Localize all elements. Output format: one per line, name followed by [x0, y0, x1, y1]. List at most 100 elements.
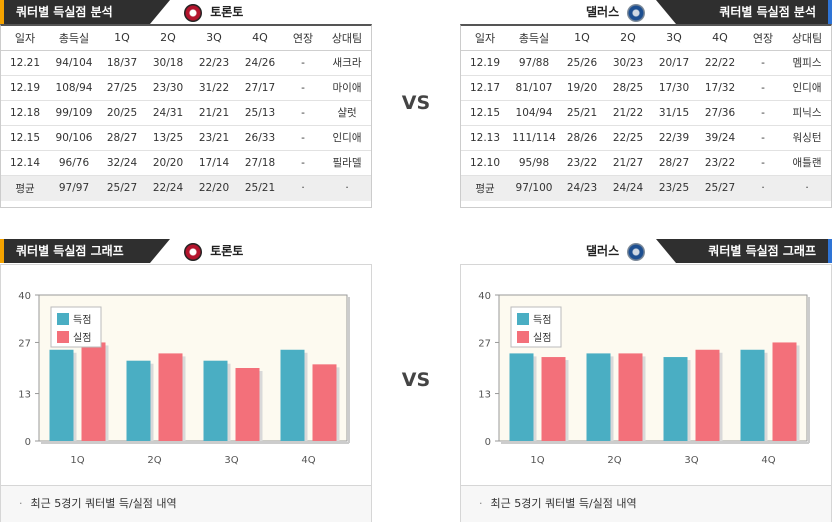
- right-quarter-table: 일자 총득실 1Q 2Q 3Q 4Q 연장 상대팀 12.19 97/88 25/26 30/23 2…: [460, 24, 832, 208]
- x-tick-label: 4Q: [301, 455, 315, 466]
- x-tick-label: 2Q: [147, 455, 161, 466]
- table-cell: 22/22: [697, 50, 743, 76]
- table-cell: 95/98: [509, 150, 559, 176]
- header-divider: [656, 239, 676, 263]
- bar-실점: [618, 353, 643, 441]
- table-cell: 81/107: [509, 75, 559, 101]
- table-row: 12.10 95/98 23/22 21/27 28/27 23/22- 애틀랜: [461, 150, 831, 176]
- table-cell: 12.14: [1, 150, 49, 176]
- column-header: 4Q: [237, 26, 283, 51]
- left-graph-team-name: 토론토: [210, 244, 244, 258]
- left-team-name: 토론토: [210, 5, 244, 19]
- average-row: 평균 97/97 25/27 22/24 22/20 25/21 · ·: [1, 175, 371, 201]
- table-cell: 22/23: [191, 50, 237, 76]
- table-cell: 25/21: [559, 100, 605, 126]
- right-graph-team-name: 댈러스: [586, 244, 620, 258]
- table-cell: 18/37: [99, 50, 145, 76]
- table-cell: 12.15: [461, 100, 509, 126]
- right-analysis-title: 쿼터별 득실점 분석: [676, 0, 832, 24]
- column-header: 총득실: [509, 26, 559, 51]
- average-cell: 97/97: [49, 175, 99, 201]
- table-row: 12.17 81/107 19/20 28/25 17/30 17/32- 인디애: [461, 75, 831, 101]
- table-cell: -: [743, 75, 783, 101]
- table-cell: 32/24: [99, 150, 145, 176]
- table-cell: 23/22: [697, 150, 743, 176]
- left-graph-team-label: 토론토: [184, 239, 243, 263]
- bar-득점: [740, 349, 765, 441]
- raptors-logo-icon: [184, 3, 202, 22]
- table-header-row: 일자 총득실 1Q 2Q 3Q 4Q 연장 상대팀: [1, 26, 371, 51]
- y-tick-label: 13: [478, 390, 491, 401]
- bar-득점: [280, 349, 305, 441]
- table-cell: 12.21: [1, 50, 49, 76]
- table-cell: -: [283, 50, 323, 76]
- column-header: 3Q: [651, 26, 697, 51]
- average-row: 평균 97/100 24/23 24/24 23/25 25/27 · ·: [461, 175, 831, 201]
- column-header: 일자: [1, 26, 49, 51]
- table-row: 12.15 104/94 25/21 21/22 31/15 27/36- 피닉스: [461, 100, 831, 126]
- legend-label: 실점: [533, 332, 551, 344]
- table-cell: 12.13: [461, 125, 509, 151]
- average-cell: 24/23: [559, 175, 605, 201]
- table-cell: 23/30: [145, 75, 191, 101]
- y-tick-label: 40: [478, 291, 491, 302]
- average-cell: ·: [783, 175, 831, 201]
- table-cell: 111/114: [509, 125, 559, 151]
- table-row: 12.13 111/114 28/26 22/25 22/39 39/24- 워싱턴: [461, 125, 831, 151]
- right-graph-header: 댈러스 쿼터별 득실점 그래프: [460, 239, 832, 263]
- legend-swatch: [57, 313, 69, 325]
- table-cell: 샬럿: [323, 100, 371, 126]
- column-header: 연장: [283, 26, 323, 51]
- bar-실점: [772, 342, 797, 441]
- average-cell: 97/100: [509, 175, 559, 201]
- column-header: 연장: [743, 26, 783, 51]
- table-cell: 21/27: [605, 150, 651, 176]
- right-team-name: 댈러스: [586, 5, 620, 19]
- table-row: 12.18 99/109 20/25 24/31 21/21 25/13- 샬럿: [1, 100, 371, 126]
- table-cell: 96/76: [49, 150, 99, 176]
- table-cell: 27/25: [99, 75, 145, 101]
- vs-label-top: VS: [401, 92, 431, 114]
- table-cell: 99/109: [49, 100, 99, 126]
- table-cell: 28/27: [651, 150, 697, 176]
- table-cell: 25/13: [237, 100, 283, 126]
- left-chart-panel: 0 13 27 40 1Q 2Q 3Q 4Q 득점 실점 · 최근 5경기 쿼터별 득/실점 내역: [0, 264, 372, 522]
- table-cell: 17/30: [651, 75, 697, 101]
- table-cell: -: [283, 125, 323, 151]
- table-cell: 21/21: [191, 100, 237, 126]
- table-cell: 26/33: [237, 125, 283, 151]
- average-cell: 평균: [461, 175, 509, 201]
- bar-득점: [663, 357, 688, 441]
- table-cell: -: [743, 50, 783, 76]
- y-tick-label: 13: [18, 390, 31, 401]
- right-note-text: 최근 5경기 쿼터별 득/실점 내역: [490, 497, 637, 510]
- table-cell: 27/17: [237, 75, 283, 101]
- column-header: 1Q: [99, 26, 145, 51]
- bullet-icon: ·: [479, 497, 483, 510]
- x-tick-label: 1Q: [530, 455, 544, 466]
- bar-득점: [509, 353, 534, 441]
- table-cell: 39/24: [697, 125, 743, 151]
- table-cell: -: [743, 125, 783, 151]
- bar-득점: [203, 360, 228, 441]
- table-cell: 17/32: [697, 75, 743, 101]
- left-graph-header: 쿼터별 득실점 그래프 토론토: [0, 239, 372, 263]
- right-chart-panel: 0 13 27 40 1Q 2Q 3Q 4Q 득점 실점 · 최근 5경기 쿼터별 득/실점 내역: [460, 264, 832, 522]
- table-cell: 20/25: [99, 100, 145, 126]
- average-cell: 24/24: [605, 175, 651, 201]
- bar-득점: [586, 353, 611, 441]
- table-cell: 25/26: [559, 50, 605, 76]
- left-team-label: 토론토: [184, 0, 243, 24]
- y-tick-label: 27: [18, 338, 31, 349]
- table-row: 12.15 90/106 28/27 13/25 23/21 26/33- 인디애: [1, 125, 371, 151]
- table-cell: 23/21: [191, 125, 237, 151]
- legend-swatch: [517, 313, 529, 325]
- column-header: 2Q: [145, 26, 191, 51]
- table-row: 12.21 94/104 18/37 30/18 22/23 24/26- 새크라: [1, 50, 371, 76]
- table-cell: 피닉스: [783, 100, 831, 126]
- y-tick-label: 27: [478, 338, 491, 349]
- y-tick-label: 0: [25, 437, 31, 448]
- left-graph-title: 쿼터별 득실점 그래프: [0, 239, 150, 263]
- right-graph-title: 쿼터별 득실점 그래프: [676, 239, 832, 263]
